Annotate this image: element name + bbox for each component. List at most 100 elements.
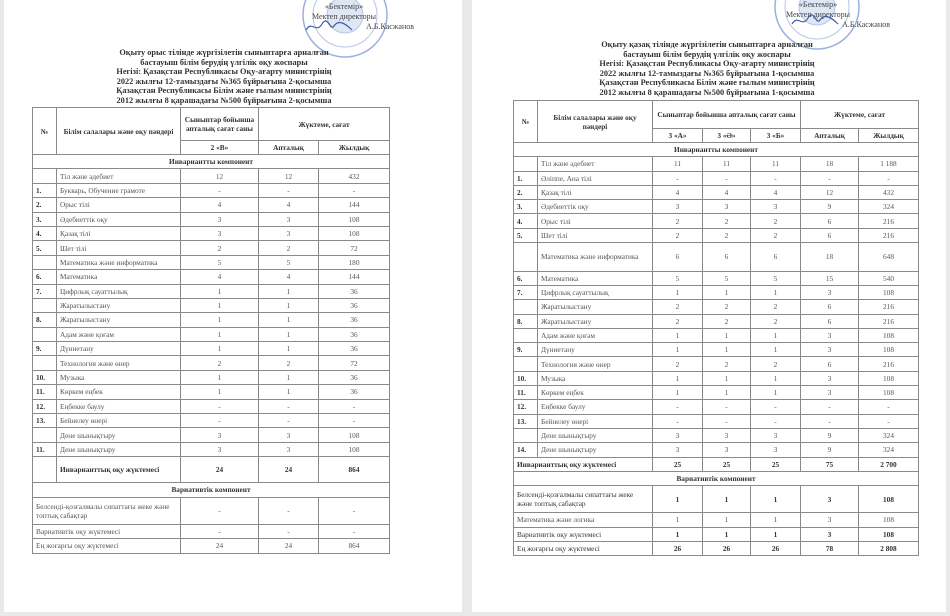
value-cell: - xyxy=(258,523,319,540)
row-number: 7. xyxy=(513,284,538,301)
value-cell: - xyxy=(180,413,259,429)
value-cell: 5 xyxy=(258,254,319,271)
row-number: 10. xyxy=(513,370,538,387)
value-cell: 3 xyxy=(652,442,703,458)
value-cell: 108 xyxy=(858,485,919,514)
row-number xyxy=(32,355,57,371)
value-cell: 25 xyxy=(750,456,801,472)
value-cell: - xyxy=(750,170,801,186)
row-number: 7. xyxy=(32,283,57,299)
invariant-total-row: Инварианттық оқу жүктемесі 25 25 25 75 2 700 xyxy=(513,456,919,472)
value-cell: 2 xyxy=(652,213,703,229)
value-cell: - xyxy=(318,523,390,540)
value-cell: - xyxy=(652,413,703,429)
title-line: 2012 жылғы 8 қарашадағы №500 бұйрығына 2… xyxy=(116,95,332,105)
table-row: 3. Әдебиеттік оқу 3 3 3 9 324 xyxy=(513,199,919,215)
row-number: 6. xyxy=(32,269,57,285)
value-cell: 2 xyxy=(702,356,751,372)
table-row: 5. Шет тілі 2 2 2 6 216 xyxy=(513,227,919,244)
value-cell: - xyxy=(180,182,259,199)
curriculum-table: № Білім салалары және оқу пәндері Сыныптар… xyxy=(32,107,390,554)
value-cell: 3 xyxy=(800,485,859,514)
row-number xyxy=(513,156,538,172)
row-number: 9. xyxy=(32,341,57,357)
invariant-total-row: Инварианттық оқу жүктемесі 24 24 864 xyxy=(32,456,390,484)
value-cell: 180 xyxy=(318,254,390,271)
value-cell: 6 xyxy=(800,227,859,244)
section-title: Вариативтік компонент xyxy=(32,482,390,498)
value-cell: 3 xyxy=(702,199,751,215)
value-cell: 1 xyxy=(702,385,751,401)
value-cell: 108 xyxy=(858,512,919,528)
header-no: № xyxy=(32,107,57,155)
value-cell: 3 xyxy=(800,370,859,387)
section-title: Инвариантты компонент xyxy=(513,141,919,158)
row-number: 1. xyxy=(32,182,57,199)
subject-name: Белсенді-қозғалмалы сипаттағы жеке және … xyxy=(513,485,653,514)
table-row: Технология және өнер 2 2 2 6 216 xyxy=(513,356,919,372)
row-number: 11. xyxy=(32,384,57,400)
row-number: 9. xyxy=(513,342,538,358)
subject-name: Математика xyxy=(537,270,653,286)
row-number: 6. xyxy=(513,270,538,286)
table-row: 7. Цифрлық сауаттылық 1 1 36 xyxy=(32,283,390,299)
value-cell: 36 xyxy=(318,297,390,314)
table-row: Вариативтік оқу жүктемесі - - - xyxy=(32,523,390,540)
value-cell: 1 xyxy=(258,326,319,343)
subject-name: Дене шынықтыру xyxy=(537,427,653,444)
value-cell: - xyxy=(858,399,919,415)
table-row: 7. Цифрлық сауаттылық 1 1 1 3 108 xyxy=(513,284,919,301)
value-cell: - xyxy=(180,398,259,415)
value-cell: 4 xyxy=(258,197,319,213)
value-cell: 3 xyxy=(258,441,319,458)
table-row: Адам және қоғам 1 1 1 3 108 xyxy=(513,327,919,344)
subject-name: Математика xyxy=(56,269,181,285)
table-row: 12. Еңбекке баулу - - - - - xyxy=(513,399,919,415)
value-cell: 324 xyxy=(858,199,919,215)
table-row: Технология және өнер 2 2 72 xyxy=(32,355,390,371)
subject-name: Орыс тілі xyxy=(56,197,181,213)
header-class: 2 «В» xyxy=(180,140,259,155)
left-page: «Бектемір» Мектеп директоры А.Б.Касжанов… xyxy=(4,0,462,612)
value-cell: 3 xyxy=(180,225,259,242)
row-number: 10. xyxy=(32,369,57,386)
section-title: Вариативтік компонент xyxy=(513,470,919,487)
value-cell: 3 xyxy=(800,526,859,542)
value-cell: 1 xyxy=(652,385,703,401)
subject-name: Жаратылыстану xyxy=(56,297,181,314)
value-cell: 1 xyxy=(750,327,801,344)
header-load: Жүктеме, сағат xyxy=(258,107,390,141)
value-cell: 3 xyxy=(800,342,859,358)
title-line: бастауыш білім берудің үлгілік оқу жоспа… xyxy=(140,57,308,67)
subject-name: Адам және қоғам xyxy=(537,327,653,344)
table-row: 2. Орыс тілі 4 4 144 xyxy=(32,197,390,213)
value-cell: 6 xyxy=(800,299,859,315)
value-cell: 1 xyxy=(652,342,703,358)
subject-name: Математика және логика xyxy=(513,512,653,528)
value-cell: 1 xyxy=(702,284,751,301)
value-cell: 4 xyxy=(702,184,751,201)
total-label: Инварианттық оқу жүктемесі xyxy=(513,456,653,472)
value-cell: 1 xyxy=(258,283,319,299)
value-cell: 36 xyxy=(318,283,390,299)
value-cell: 3 xyxy=(258,427,319,443)
subject-name: Дүниетану xyxy=(56,341,181,357)
approval-block: «Бектемір» Мектеп директоры А.Б.Касжанов xyxy=(768,0,890,30)
row-number xyxy=(32,326,57,343)
title-line: Қазақстан Республикасы Білім және ғылым … xyxy=(599,78,815,88)
table-row: Дене шынықтыру 3 3 108 xyxy=(32,427,390,443)
value-cell: 1 xyxy=(702,526,751,542)
value-cell: - xyxy=(858,413,919,429)
value-cell: - xyxy=(858,170,919,186)
section-row: Инвариантты компонент xyxy=(513,141,919,158)
school-name: «Бектемір» xyxy=(324,2,364,11)
table-row: Дене шынықтыру 3 3 3 9 324 xyxy=(513,427,919,444)
value-cell: 24 xyxy=(258,538,319,554)
table-row: 4. Орыс тілі 2 2 2 6 216 xyxy=(513,213,919,229)
section-title: Инвариантты компонент xyxy=(32,153,390,170)
row-number: 8. xyxy=(513,313,538,329)
row-number: 4. xyxy=(32,225,57,242)
title-line: Негізі: Қазақстан Республикасы Оқу-ағарт… xyxy=(599,59,815,69)
subject-name: Әдебиеттік оқу xyxy=(537,199,653,215)
approval-block: «Бектемір» Мектеп директоры А.Б.Касжанов xyxy=(294,2,414,32)
